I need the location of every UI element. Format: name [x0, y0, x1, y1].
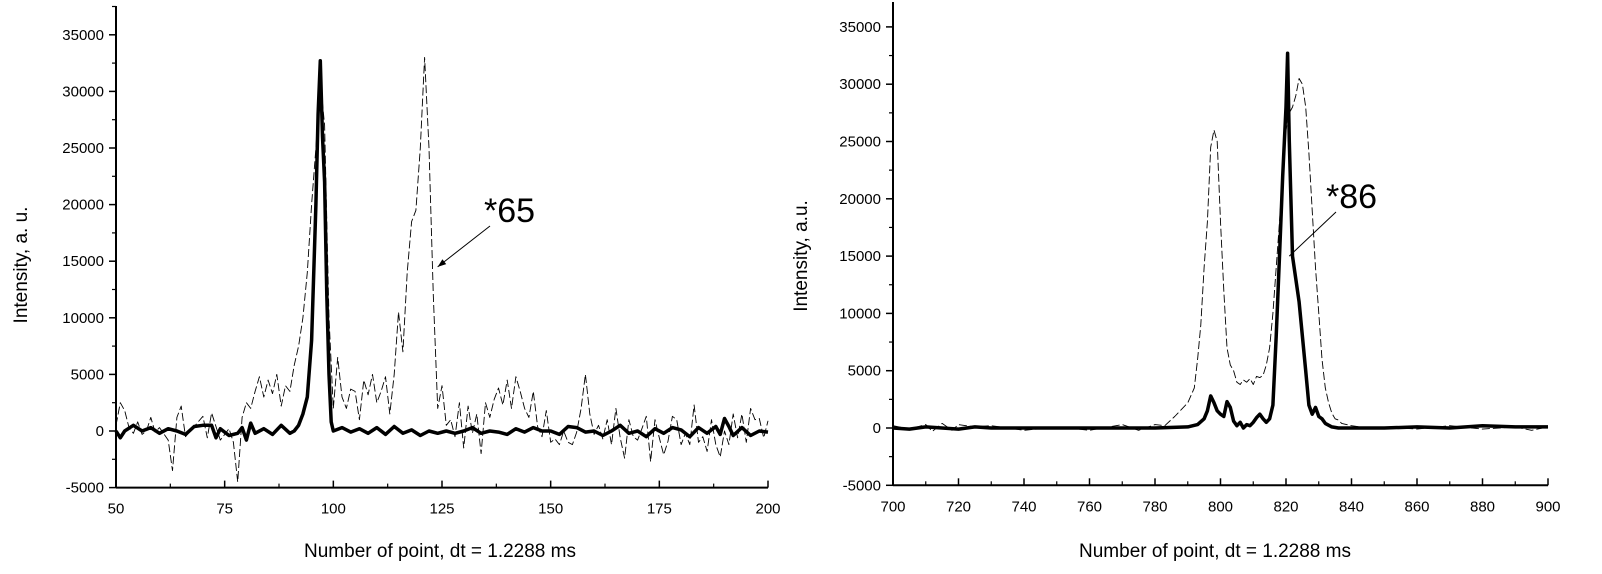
- left-x-tick-label: 200: [755, 501, 780, 518]
- left-y-tick-label: 30000: [62, 83, 104, 100]
- right-x-axis-title: Number of point, dt = 1.2288 ms: [1079, 541, 1351, 562]
- left-x-tick-label: 50: [108, 501, 125, 518]
- right-x-tick-label: 780: [1142, 498, 1167, 515]
- left-x-tick-label: 100: [321, 501, 346, 518]
- right-y-tick-label: 20000: [839, 191, 881, 208]
- right-y-tick-label: 15000: [839, 248, 881, 265]
- right-x-tick-label: 880: [1470, 498, 1495, 515]
- left-y-tick-label: 35000: [62, 27, 104, 44]
- left-annotation-pointer: [437, 225, 491, 268]
- arrowhead-icon: [437, 259, 447, 267]
- left-series-thin-dashed-line: [115, 56, 769, 483]
- right-x-tick-label: 840: [1339, 498, 1364, 515]
- right-x-tick-label: 800: [1208, 498, 1233, 515]
- right-series-thin-dashed-line: [892, 78, 1549, 432]
- right-x-tick-label: 740: [1011, 498, 1036, 515]
- right-x-tick-label: 760: [1077, 498, 1102, 515]
- left-x-axis-title: Number of point, dt = 1.2288 ms: [304, 541, 576, 562]
- left-y-tick-label: 25000: [62, 140, 104, 157]
- left-chart-panel: Number of point, dt = 1.2288 ms Intensit…: [11, 5, 781, 562]
- left-x-tick-label: 75: [216, 501, 233, 518]
- left-x-tick-label: 125: [429, 501, 454, 518]
- right-y-tick-label: 35000: [839, 19, 881, 36]
- right-x-tick-label: 860: [1404, 498, 1429, 515]
- right-y-tick-label: 10000: [839, 305, 881, 322]
- left-y-tick-label: -5000: [66, 480, 104, 497]
- right-series-thick-solid-line: [892, 51, 1548, 431]
- left-y-axis-title: Intensity, a. u.: [11, 207, 32, 324]
- left-y-tick-label: 15000: [62, 253, 104, 270]
- right-chart-panel: Number of point, dt = 1.2288 ms Intensit…: [791, 2, 1561, 562]
- right-annotation-pointer: [1288, 211, 1337, 257]
- left-y-tick-label: 0: [96, 423, 104, 440]
- right-x-tick-label: 900: [1535, 498, 1560, 515]
- left-y-tick-label: 5000: [71, 366, 104, 383]
- right-y-tick-label: -5000: [843, 477, 881, 494]
- right-y-tick-label: 5000: [848, 363, 881, 380]
- left-y-tick-label: 10000: [62, 310, 104, 327]
- left-x-tick-label: 175: [647, 501, 672, 518]
- left-x-tick-label: 150: [538, 501, 563, 518]
- right-x-tick-label: 720: [946, 498, 971, 515]
- right-y-tick-label: 25000: [839, 134, 881, 151]
- left-annotation-label: *65: [484, 192, 535, 230]
- right-x-tick-label: 820: [1273, 498, 1298, 515]
- right-annotation-label: *86: [1326, 178, 1377, 216]
- right-y-tick-label: 0: [873, 420, 881, 437]
- right-x-tick-label: 700: [880, 498, 905, 515]
- left-y-tick-label: 20000: [62, 197, 104, 214]
- right-y-axis-title: Intensity, a.u.: [791, 200, 812, 312]
- left-series-thick-solid-line: [114, 59, 769, 442]
- right-y-tick-label: 30000: [839, 76, 881, 93]
